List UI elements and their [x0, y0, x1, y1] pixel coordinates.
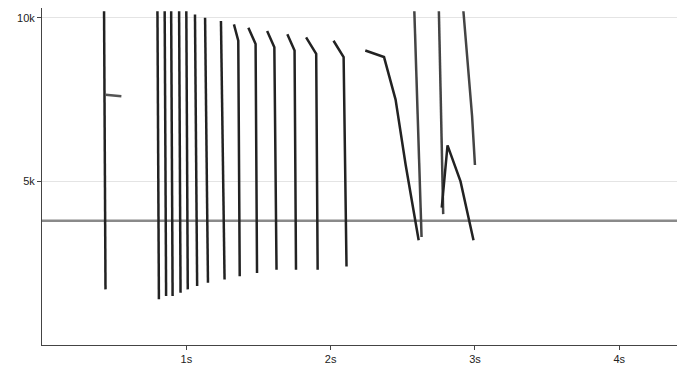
svg-text:1s: 1s — [181, 353, 193, 365]
svg-text:3s: 3s — [469, 353, 481, 365]
svg-text:2s: 2s — [325, 353, 337, 365]
svg-text:10k: 10k — [17, 12, 35, 24]
svg-text:5k: 5k — [23, 175, 35, 187]
svg-text:4s: 4s — [613, 353, 625, 365]
